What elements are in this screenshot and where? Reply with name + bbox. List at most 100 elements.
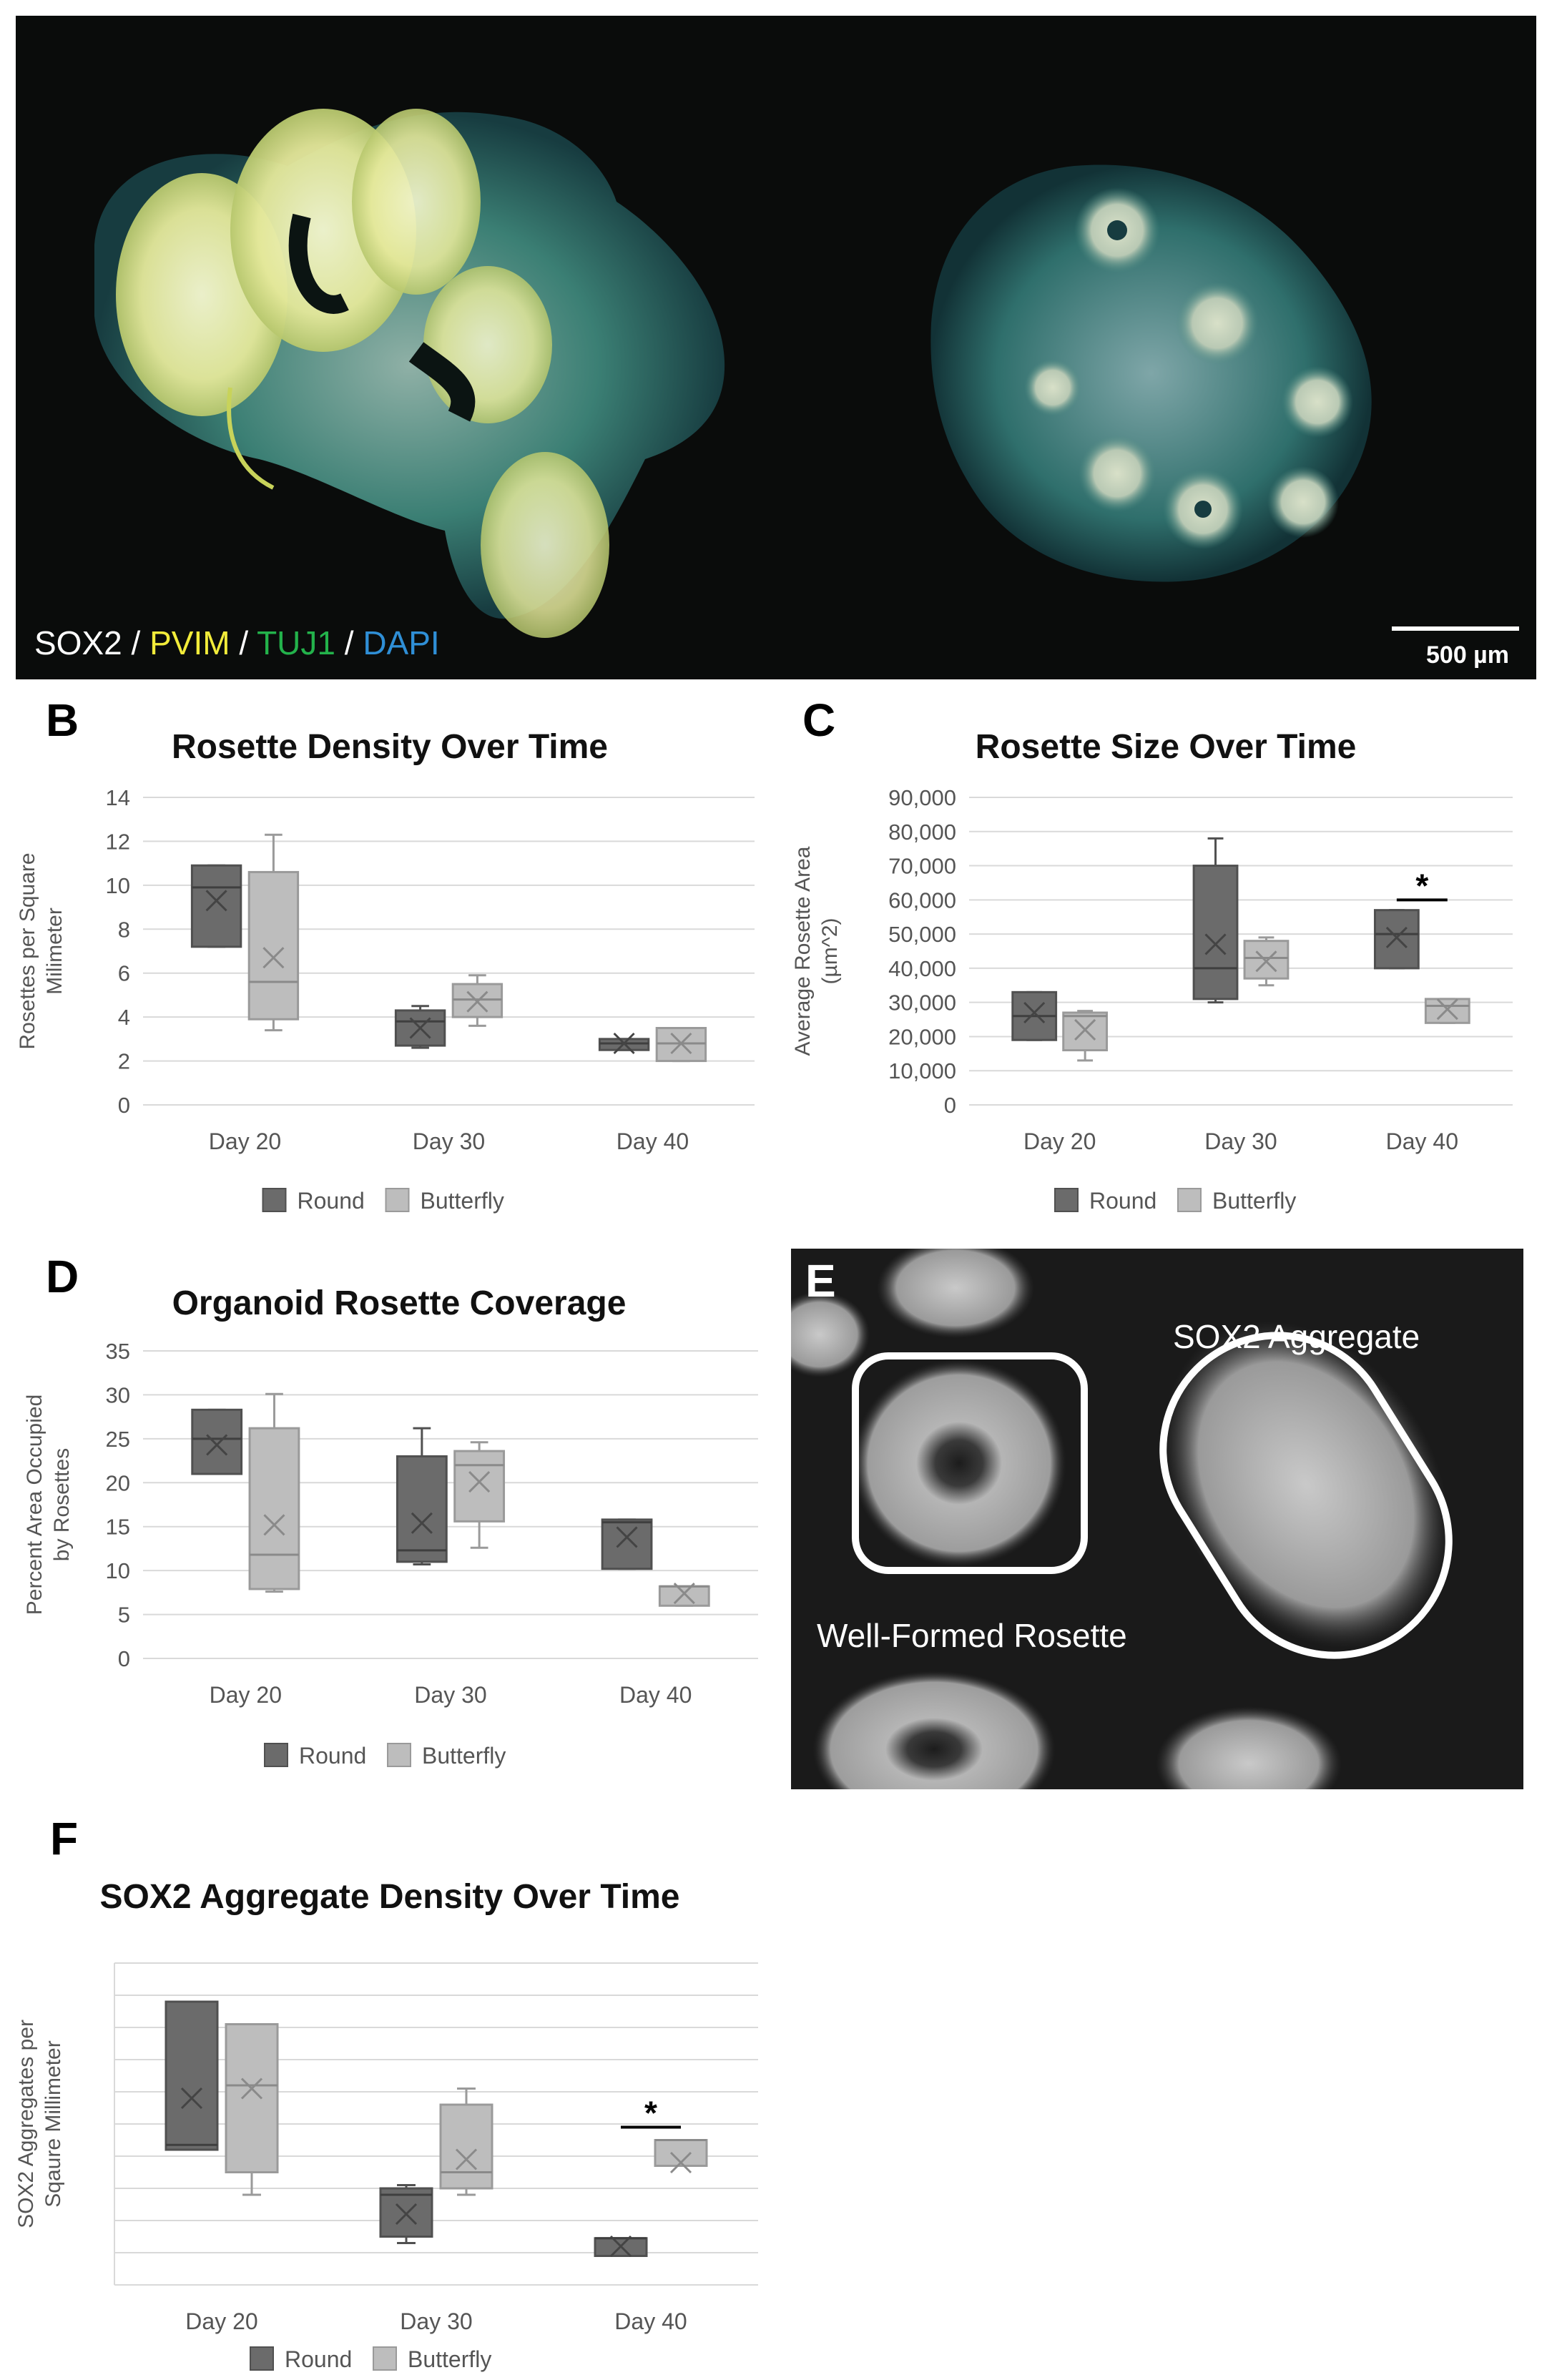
chart-d: Organoid Rosette Coverage 0 5 10 15 20 25 30 35 P… (23, 1284, 758, 1769)
micrograph-a: SOX2 / PVIM / TUJ1 / DAPI 500 µm (16, 16, 1536, 679)
y-tick-label: 20 (106, 1470, 130, 1495)
box-round (190, 864, 242, 948)
x-tick-label: Day 30 (413, 1128, 485, 1154)
mean-marker (1385, 926, 1408, 948)
x-tick-label: Day 30 (414, 1682, 486, 1708)
box-round (1192, 865, 1239, 1000)
box-round (164, 2000, 219, 2151)
x-tick-label: Day 20 (1023, 1128, 1096, 1154)
y-axis-label-line: Sqaure Millimeter (41, 2040, 65, 2207)
mean-marker (206, 1434, 228, 1456)
mean-marker (609, 2235, 632, 2258)
mean-marker (455, 2148, 478, 2170)
stain-separator: / (230, 624, 257, 662)
mean-marker (670, 1032, 692, 1055)
y-tick-label: 30 (106, 1382, 130, 1407)
box-butterfly (658, 1585, 710, 1607)
legend-swatch-round (262, 1188, 287, 1212)
mean-marker (263, 1514, 285, 1536)
x-tick-label: Day 30 (1204, 1128, 1277, 1154)
y-axis-label-line: (µm^2) (818, 918, 842, 984)
box-butterfly (247, 870, 300, 1021)
mean-marker (466, 990, 488, 1013)
label-sox2-aggregate: SOX2 Aggregate (1173, 1318, 1420, 1355)
y-tick-label: 25 (106, 1427, 130, 1452)
chart-b: Rosette Density Over Time 0 2 4 6 8 10 12 14 Rose… (16, 728, 755, 1214)
legend-label-round: Round (298, 1188, 365, 1214)
legend-label-butterfly: Butterfly (421, 1188, 504, 1214)
stain-legend: SOX2 / PVIM / TUJ1 / DAPI (34, 624, 440, 662)
scale-bar-label: 500 µm (1426, 641, 1509, 669)
mean-marker (613, 1032, 635, 1055)
y-axis-label-line: Average Rosette Area (791, 846, 815, 1056)
significance-star: * (644, 2095, 657, 2132)
mean-marker (1436, 998, 1458, 1021)
y-tick-label: 80,000 (888, 820, 956, 845)
panel-letter-d: D (46, 1251, 79, 1302)
x-tick-label: Day 20 (185, 2308, 257, 2334)
y-tick-label: 5 (118, 1603, 130, 1628)
panel-letter-f: F (50, 1813, 79, 1864)
y-tick-label: 70,000 (888, 854, 956, 879)
mean-marker (1023, 1001, 1046, 1024)
x-tick-label: Day 30 (400, 2308, 472, 2334)
y-axis-label-line: SOX2 Aggregates per (14, 2020, 38, 2228)
box-butterfly (655, 1027, 707, 1063)
mean-marker (395, 2203, 418, 2226)
legend-swatch-round (250, 2346, 274, 2371)
micrograph-e-image (791, 1249, 1453, 1789)
box-round (1373, 909, 1420, 970)
x-tick-label: Day 20 (210, 1682, 282, 1708)
x-tick-label: Day 40 (614, 2308, 687, 2334)
legend-label-butterfly: Butterfly (422, 1743, 506, 1769)
box-butterfly (1243, 940, 1290, 980)
x-tick-label: Day 40 (617, 1128, 689, 1154)
legend-label-round: Round (299, 1743, 366, 1769)
legend-label-round: Round (1089, 1188, 1156, 1214)
stain-separator: / (335, 624, 363, 662)
panel-letter-c: C (802, 694, 836, 746)
box-butterfly (439, 2103, 493, 2190)
y-tick-label: 90,000 (888, 785, 956, 810)
box-round (191, 1408, 243, 1475)
box-round (601, 1518, 653, 1570)
panel-letter-e: E (805, 1255, 836, 1307)
y-tick-label: 40,000 (888, 956, 956, 981)
stain-sox2: SOX2 (34, 624, 122, 662)
mean-marker (180, 2087, 203, 2110)
y-tick-label: 0 (944, 1093, 956, 1118)
legend-swatch-butterfly (1177, 1188, 1202, 1212)
x-tick-label: Day 20 (209, 1128, 281, 1154)
panel-letter-b: B (46, 694, 79, 746)
mean-marker (205, 890, 227, 912)
mean-marker (616, 1526, 638, 1548)
y-tick-label: 0 (118, 1093, 130, 1118)
mean-marker (673, 1583, 695, 1605)
legend-swatch-butterfly (387, 1743, 411, 1767)
box-round (396, 1455, 448, 1563)
mean-marker (409, 1017, 431, 1039)
y-tick-label: 10,000 (888, 1058, 956, 1083)
legend-swatch-butterfly (385, 1188, 410, 1212)
chart-c: Rosette Size Over Time 0 10,000 20,000 30,00… (791, 728, 1513, 1214)
mean-marker (669, 2151, 692, 2174)
significance-star: * (1415, 867, 1428, 904)
stain-pvim: PVIM (149, 624, 230, 662)
box-butterfly (1424, 998, 1470, 1024)
legend-swatch-round (264, 1743, 288, 1767)
box-butterfly (225, 2023, 279, 2173)
y-tick-label: 8 (118, 917, 130, 942)
stain-tuj1: TUJ1 (257, 624, 335, 662)
y-tick-label: 10 (106, 1558, 130, 1583)
legend-label-butterfly: Butterfly (1212, 1188, 1296, 1214)
x-tick-label: Day 40 (619, 1682, 692, 1708)
box-butterfly (453, 1450, 506, 1523)
y-tick-label: 10 (106, 873, 130, 898)
stain-separator: / (122, 624, 150, 662)
y-tick-label: 6 (118, 961, 130, 986)
legend-swatch-round (1054, 1188, 1079, 1212)
y-axis-label-line: Percent Area Occupied (23, 1395, 46, 1616)
mean-marker (1255, 950, 1277, 973)
y-tick-label: 14 (106, 785, 130, 810)
box-round (379, 2187, 433, 2238)
